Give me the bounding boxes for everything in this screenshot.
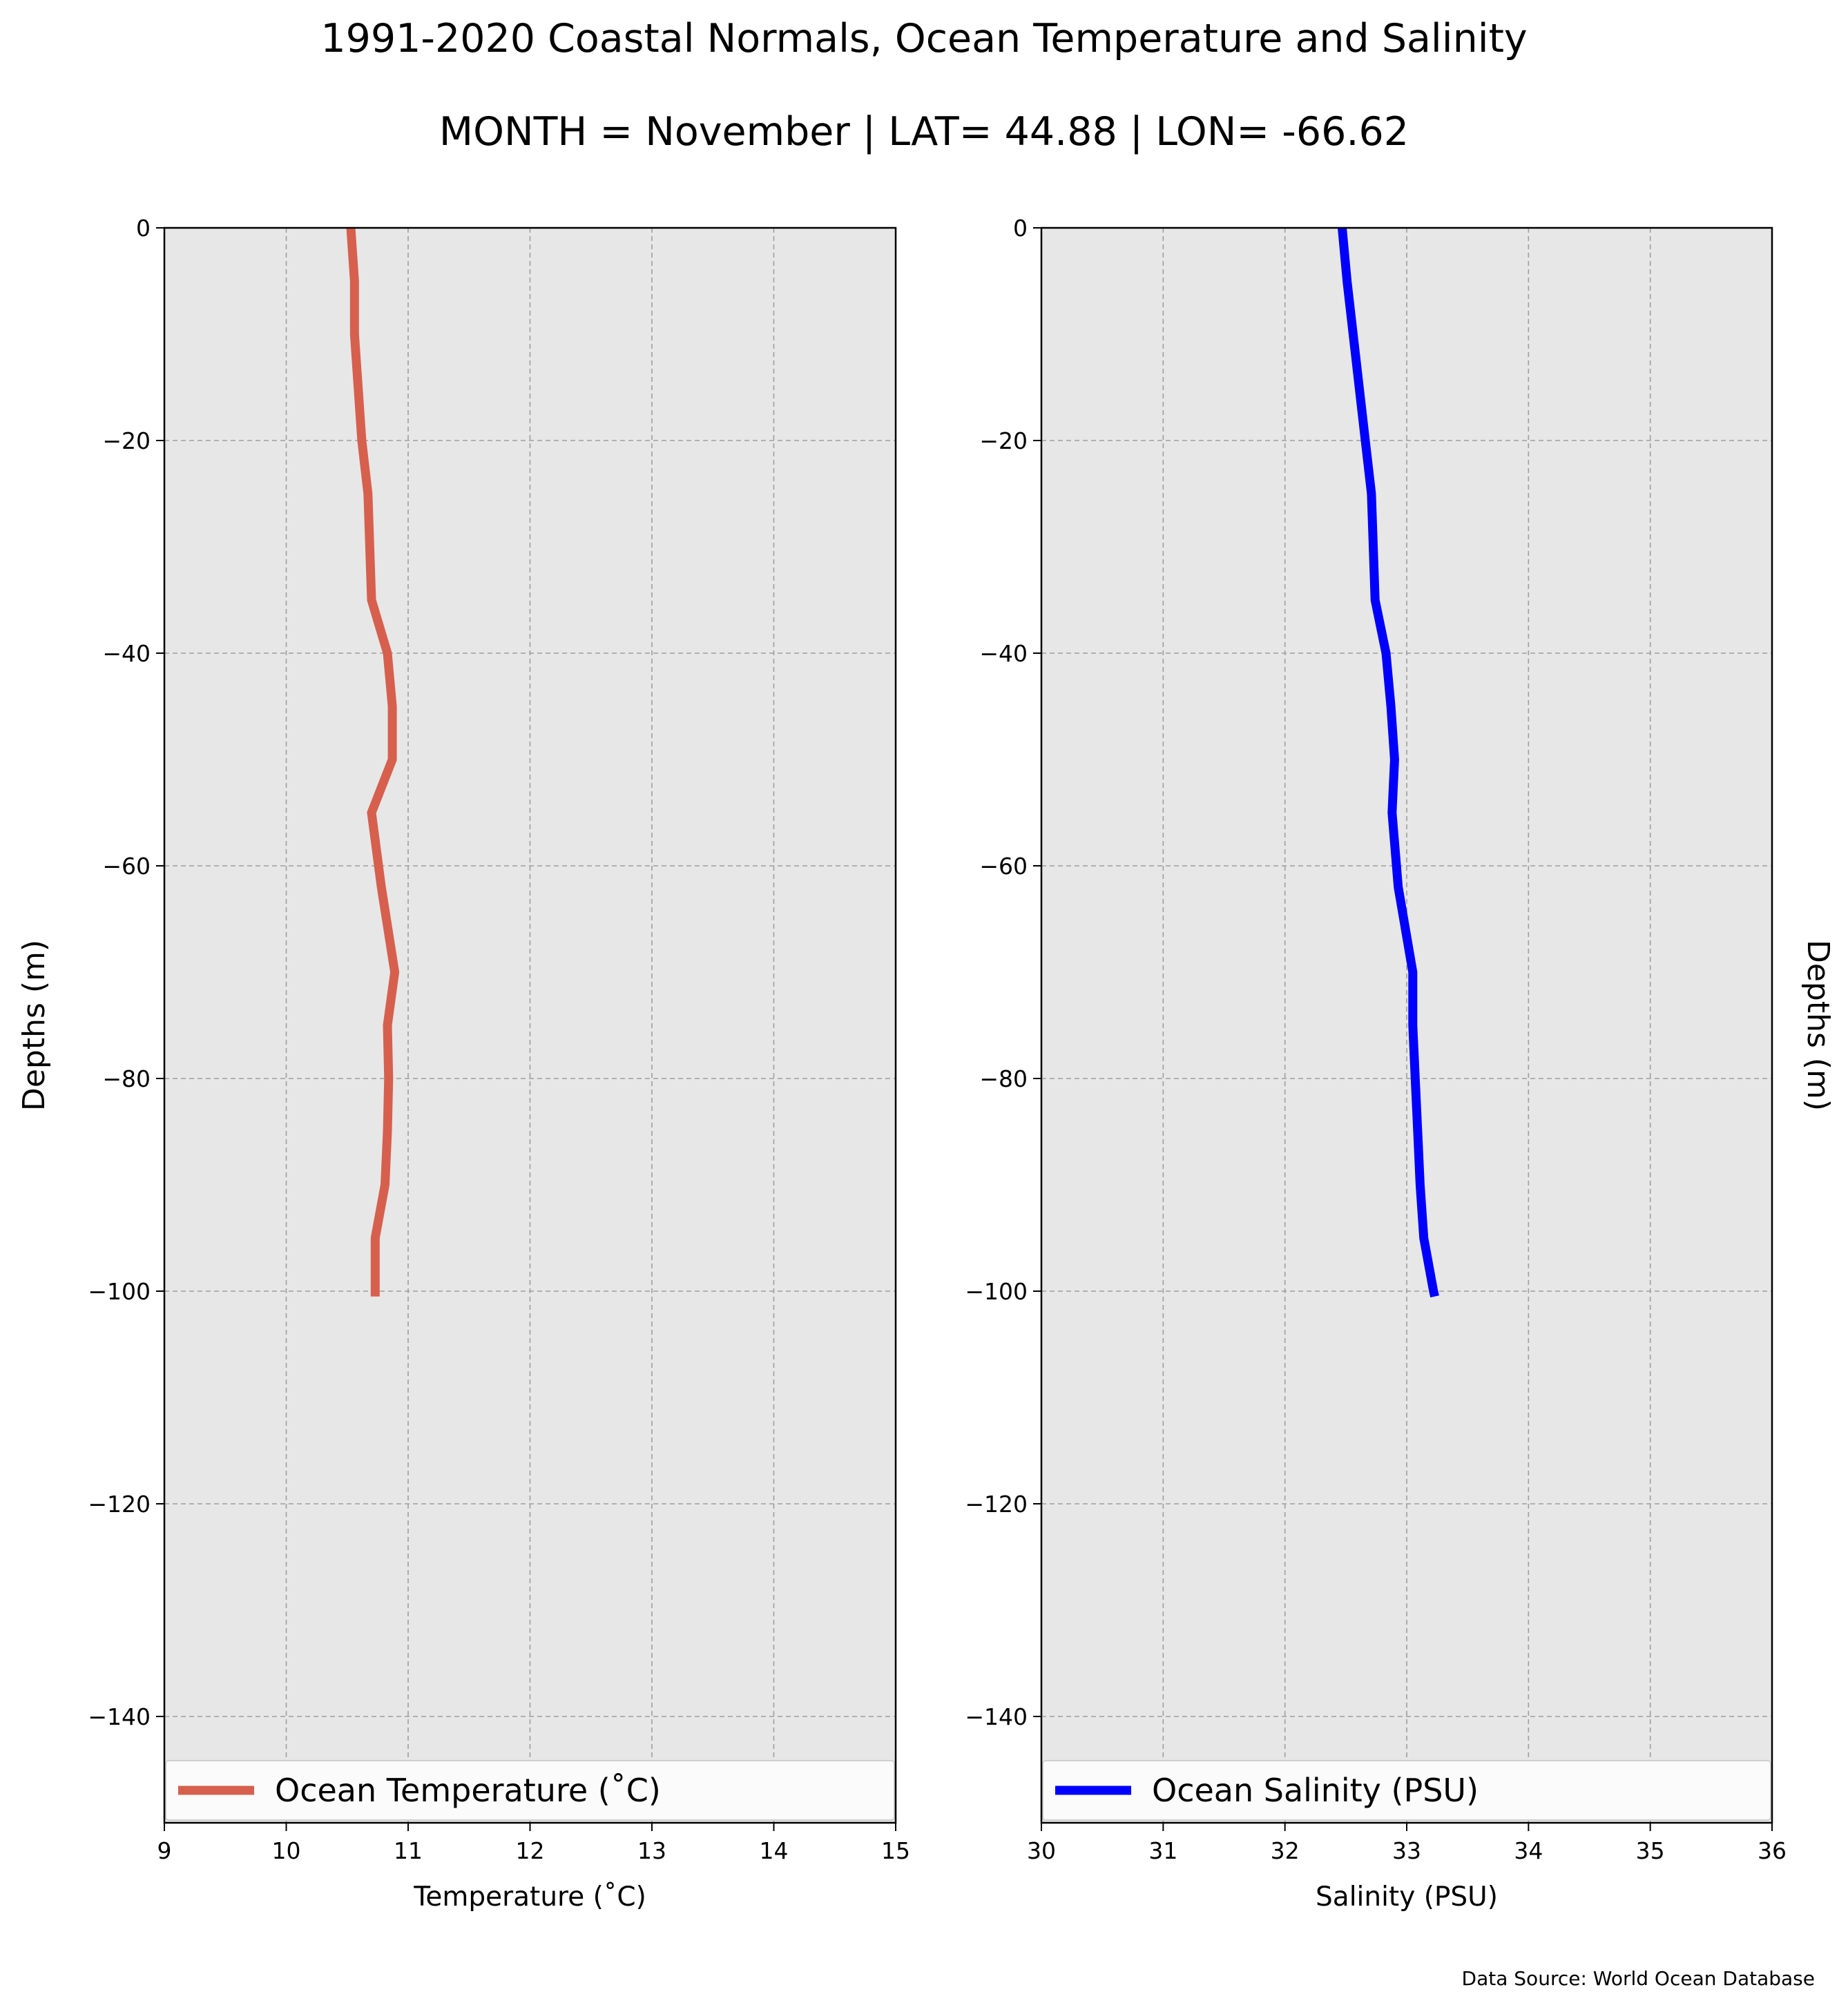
y-tick-label: −60 xyxy=(979,853,1028,880)
x-tick-label: 9 xyxy=(157,1837,172,1864)
legend-box xyxy=(1042,1760,1771,1821)
x-tick-label: 32 xyxy=(1271,1837,1300,1864)
y-tick-label: −20 xyxy=(102,427,151,454)
salinity-panel: Ocean Salinity (PSU) 30 31 32 33 34 35 36 0 −20 −4… xyxy=(965,215,1836,1913)
y-axis-label: Depths (m) xyxy=(17,940,52,1111)
x-tick-label: 10 xyxy=(272,1837,301,1864)
figure-subtitle: MONTH = November | LAT= 44.88 | LON= -66… xyxy=(439,109,1409,155)
x-tick-label: 12 xyxy=(516,1837,545,1864)
y-tick-label: 0 xyxy=(1013,215,1028,242)
x-tick-label: 35 xyxy=(1636,1837,1665,1864)
x-tick-label: 11 xyxy=(394,1837,423,1864)
legend-label: Ocean Salinity (PSU) xyxy=(1152,1772,1479,1809)
figure-title: 1991-2020 Coastal Normals, Ocean Tempera… xyxy=(320,16,1527,61)
x-tick-label: 30 xyxy=(1027,1837,1056,1864)
y-tick-label: −120 xyxy=(88,1491,151,1518)
series-line xyxy=(1338,227,1439,1298)
x-tick-label: 33 xyxy=(1392,1837,1421,1864)
y-tick-label: −80 xyxy=(979,1065,1028,1092)
x-axis-label: Salinity (PSU) xyxy=(1316,1881,1498,1913)
y-tick-label: −140 xyxy=(88,1703,151,1730)
y-tick-label: −40 xyxy=(979,640,1028,667)
x-axis-label: Temperature (˚C) xyxy=(413,1881,646,1913)
legend-label: Ocean Temperature (˚C) xyxy=(275,1772,661,1809)
x-tick-label: 36 xyxy=(1758,1837,1787,1864)
y-tick-label: −140 xyxy=(965,1703,1028,1730)
y-axis-label: Depths (m) xyxy=(1800,940,1836,1111)
x-tick-label: 34 xyxy=(1514,1837,1543,1864)
y-tick-label: −100 xyxy=(88,1278,151,1305)
x-tick-label: 31 xyxy=(1148,1837,1177,1864)
data-source-note: Data Source: World Ocean Database xyxy=(1462,1967,1815,1990)
y-tick-label: −40 xyxy=(102,640,151,667)
x-tick-label: 15 xyxy=(881,1837,910,1864)
y-tick-label: −100 xyxy=(965,1278,1028,1305)
temperature-panel: Ocean Temperature (˚C) 9 10 11 12 13 14 15 0 −20 −… xyxy=(17,215,910,1913)
y-tick-label: −20 xyxy=(979,427,1028,454)
legend-box xyxy=(165,1760,895,1821)
y-tick-label: −120 xyxy=(965,1491,1028,1518)
series-line xyxy=(346,227,400,1297)
x-tick-label: 13 xyxy=(637,1837,666,1864)
x-tick-label: 14 xyxy=(760,1837,789,1864)
y-tick-label: −60 xyxy=(102,853,151,880)
y-tick-label: −80 xyxy=(102,1065,151,1092)
y-tick-label: 0 xyxy=(136,215,151,242)
